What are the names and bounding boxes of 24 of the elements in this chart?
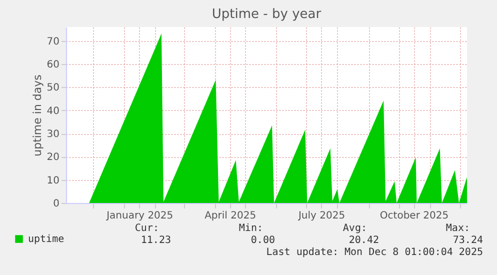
- text: Min:: [238, 223, 263, 234]
- y-tick-label: 10: [46, 175, 60, 186]
- text: 73.24: [452, 235, 483, 246]
- y-tick-label: 50: [46, 82, 60, 94]
- x-tick-label: January 2025: [106, 210, 174, 222]
- y-axis-title: uptime in days: [30, 74, 44, 156]
- chart-title: Uptime - by year: [212, 7, 322, 22]
- legend-label: uptime: [28, 234, 64, 245]
- y-tick-label: 70: [46, 36, 60, 48]
- y-tick-label: 60: [46, 60, 60, 71]
- x-tick-label: October 2025: [380, 210, 449, 222]
- y-tick-label: 40: [46, 106, 60, 117]
- y-tick-label: 0: [53, 198, 60, 210]
- text: Cur:: [134, 223, 159, 234]
- text: 11.23: [140, 235, 171, 246]
- text: Last update: Mon Dec 8 01:00:04 2025: [266, 247, 483, 258]
- y-tick-label: 20: [46, 152, 60, 164]
- text: Avg:: [342, 223, 367, 234]
- text: 20.42: [348, 235, 379, 246]
- x-tick-label: April 2025: [204, 210, 256, 222]
- text: Max:: [446, 223, 470, 234]
- x-tick-label: July 2025: [297, 210, 346, 222]
- text: 0.00: [250, 235, 275, 246]
- y-tick-label: 30: [46, 129, 60, 140]
